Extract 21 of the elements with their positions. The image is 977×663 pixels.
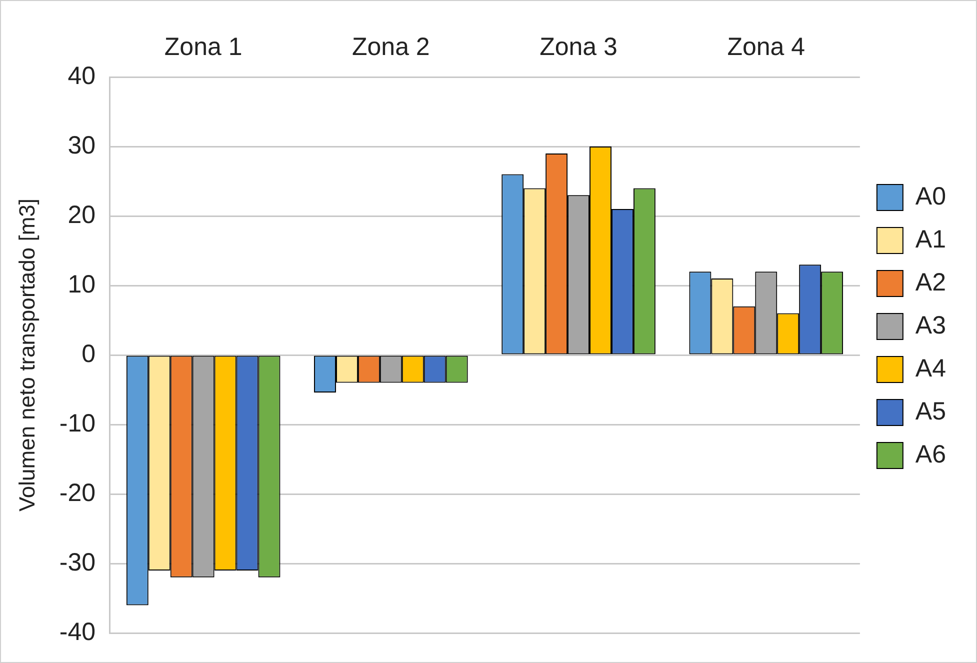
y-tick-label: 20	[68, 200, 96, 229]
x-tick-label: Zona 2	[352, 32, 430, 61]
legend-label: A5	[915, 397, 946, 426]
y-tick-label: -20	[59, 478, 96, 507]
legend-label: A2	[915, 268, 946, 296]
legend-label: A4	[915, 354, 946, 382]
y-tick-label: 10	[68, 270, 96, 298]
legend-label: A6	[915, 440, 946, 468]
y-tick-label: 0	[82, 340, 96, 368]
y-tick-label: -30	[59, 548, 96, 576]
y-axis-title: Volumen neto transportado [m3]	[14, 198, 40, 512]
x-tick-label: Zona 4	[727, 32, 806, 61]
y-tick-label: 30	[68, 131, 96, 160]
legend-label: A0	[915, 182, 946, 210]
y-tick-label: -40	[59, 618, 96, 646]
y-tick-label: 40	[68, 62, 96, 90]
legend-label: A1	[915, 225, 946, 254]
x-tick-label: Zona 3	[540, 32, 618, 61]
legend-label: A3	[915, 311, 946, 340]
y-tick-label: -10	[59, 409, 96, 438]
x-tick-label: Zona 1	[164, 32, 242, 61]
